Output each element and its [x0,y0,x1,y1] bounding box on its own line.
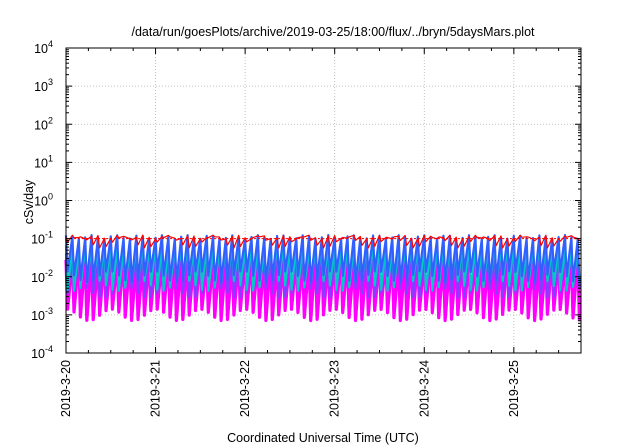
chart-title: /data/run/goesPlots/archive/2019-03-25/1… [131,25,535,39]
x-tick-label: 2019-3-21 [149,360,163,417]
y-axis-label: cSv/day [22,179,36,224]
x-tick-label: 2019-3-25 [507,360,521,417]
y-tick-label: 10-1 [31,230,53,247]
series-group [64,234,581,323]
y-tick-label: 10-2 [31,268,53,285]
y-tick-label: 100 [34,192,53,209]
y-tick-label: 101 [34,153,53,170]
x-tick-label: 2019-3-24 [417,360,431,417]
y-tick-label: 102 [34,115,53,132]
y-tick-label: 10-3 [31,306,53,323]
ticks: 10-4 10-3 10-2 10-1 100 101 102 103 104 2019-3-20… [31,39,581,417]
y-tick-label: 10-4 [31,344,53,361]
y-tick-label: 103 [34,77,53,94]
x-tick-label: 2019-3-20 [59,360,73,417]
x-tick-label: 2019-3-22 [238,360,252,417]
series-line [65,234,580,249]
y-tick-label: 104 [34,39,53,56]
series-line [64,234,581,284]
x-tick-label: 2019-3-23 [328,360,342,417]
x-axis-label: Coordinated Universal Time (UTC) [227,431,419,445]
